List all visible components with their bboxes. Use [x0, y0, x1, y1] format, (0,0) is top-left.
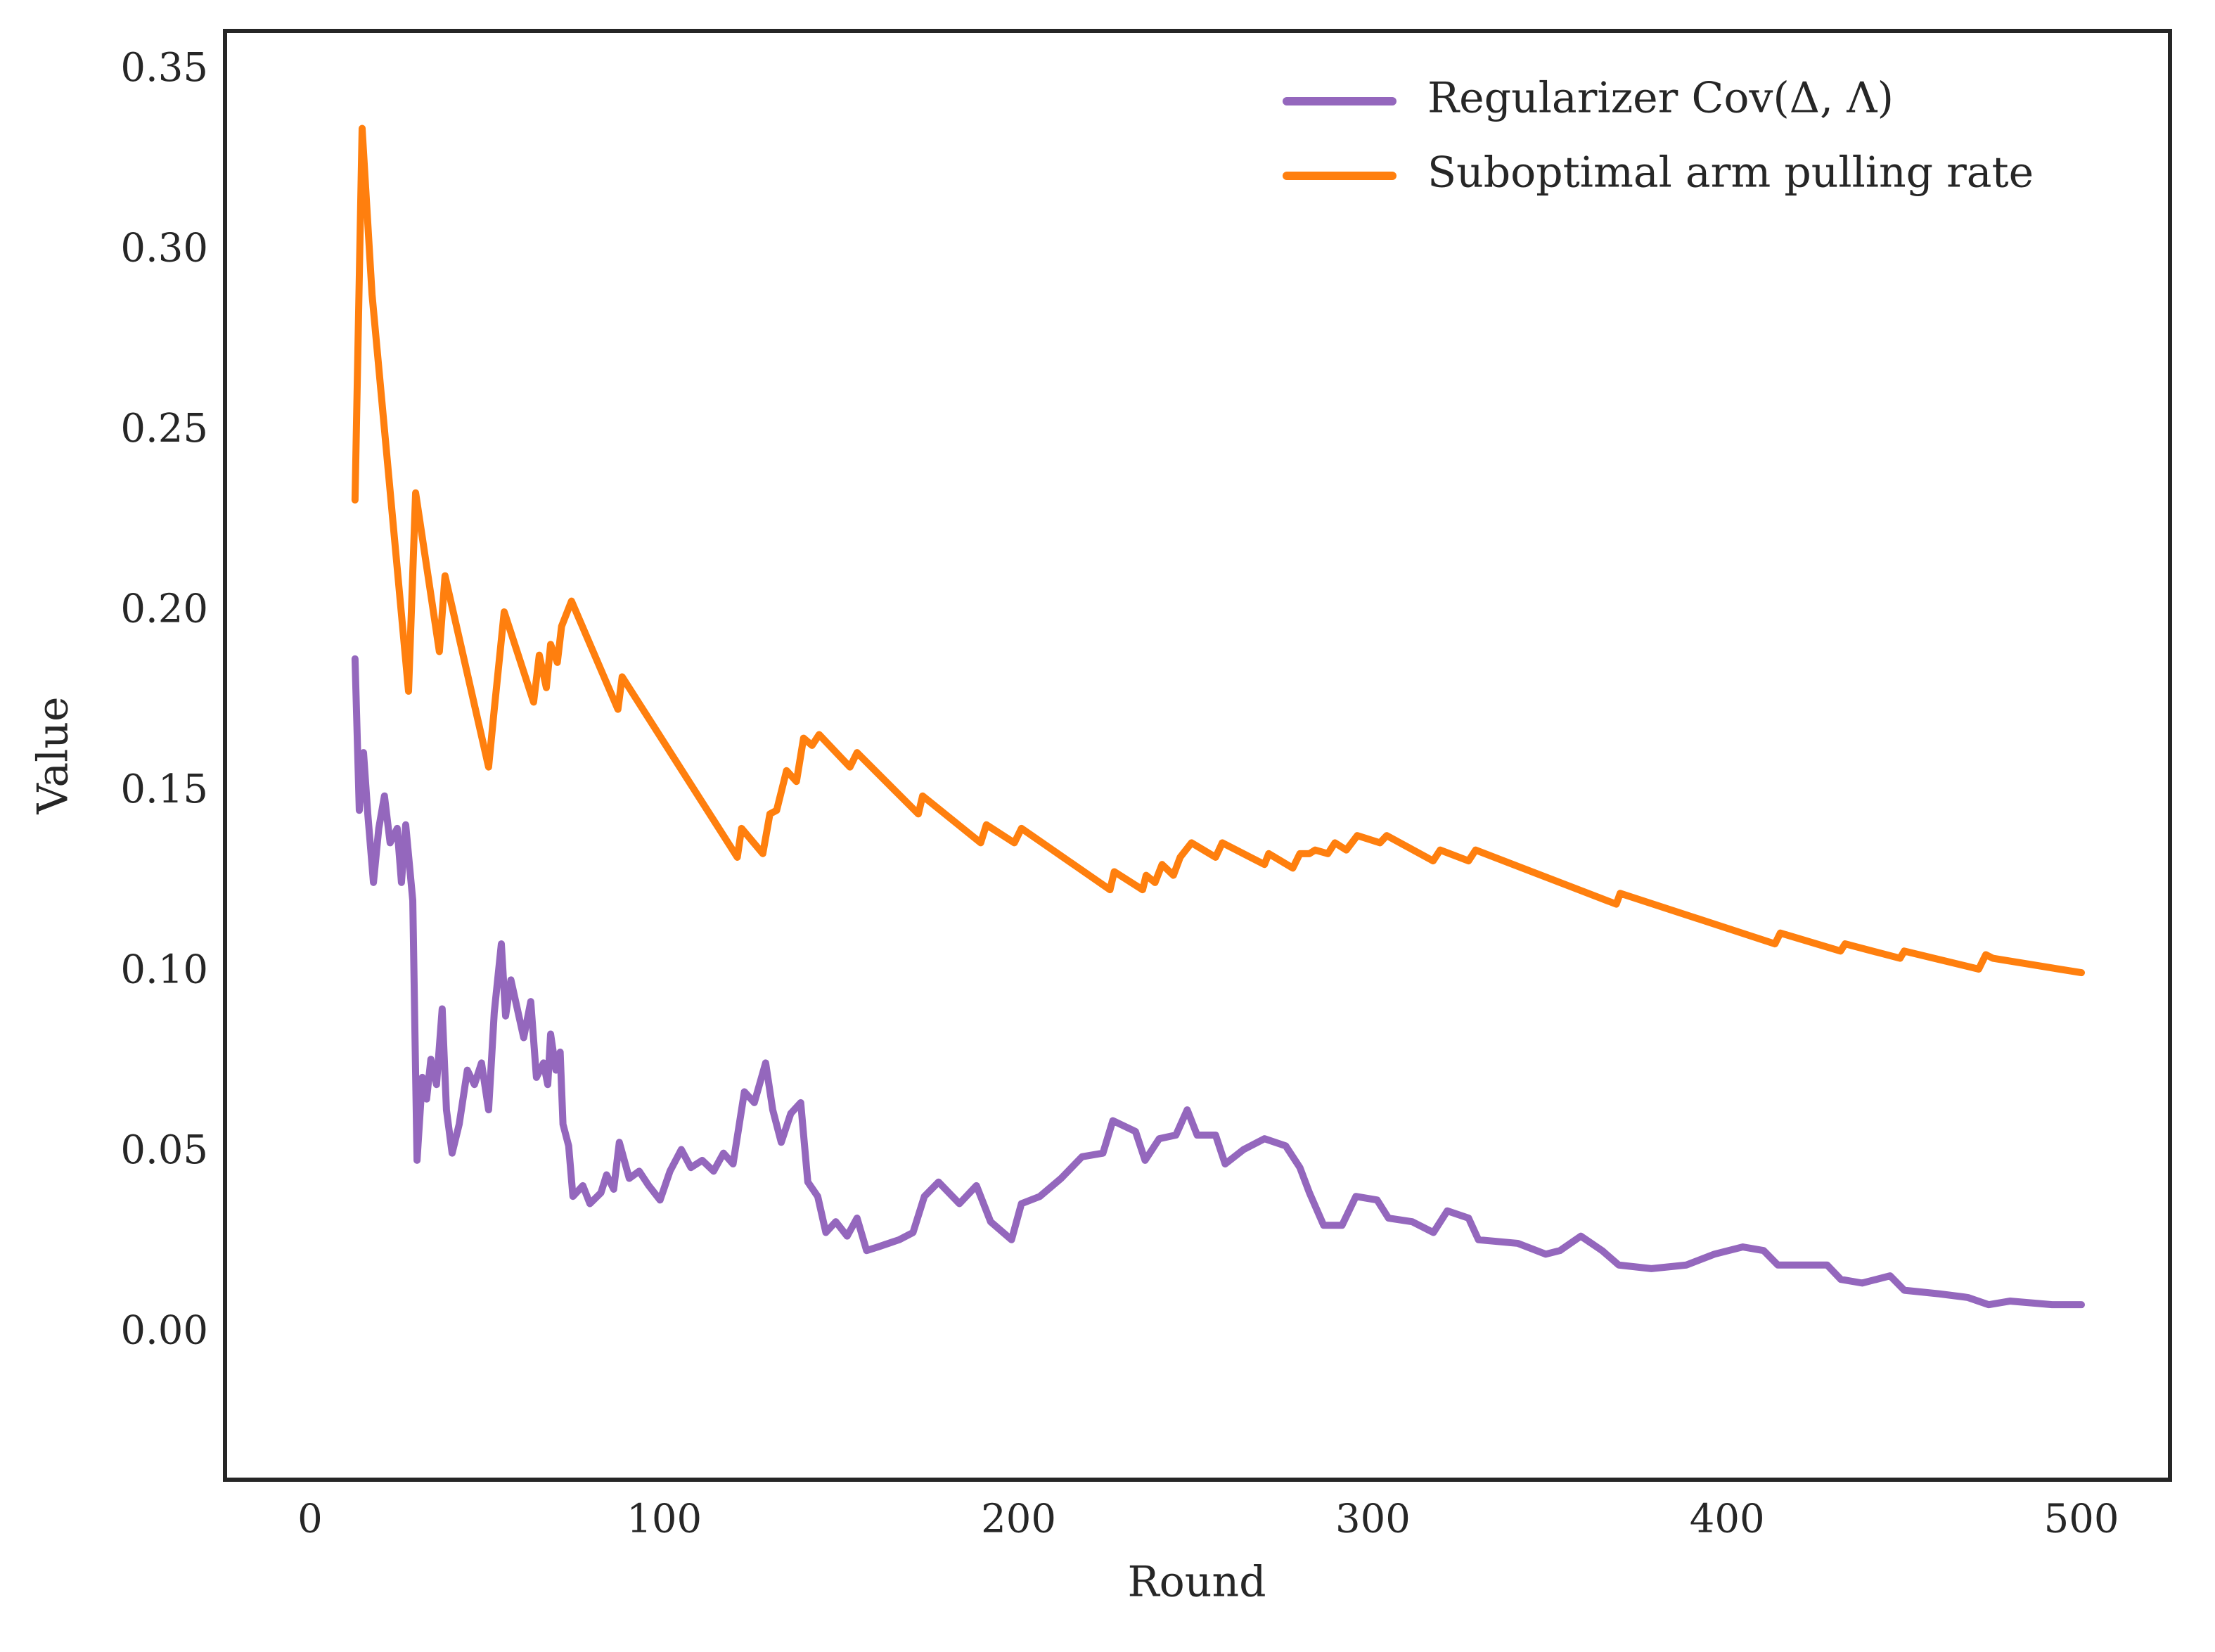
legend-label: Suboptimal arm pulling rate — [1427, 148, 2034, 198]
legend-label: Regularizer Cov(Δ, Λ) — [1427, 74, 1894, 123]
x-tick-label: 300 — [1335, 1497, 1411, 1542]
y-tick-label: 0.25 — [120, 406, 208, 452]
y-tick-label: 0.10 — [120, 947, 208, 993]
x-tick-label: 200 — [981, 1497, 1056, 1542]
x-axis-label: Round — [1128, 1558, 1266, 1607]
y-tick-label: 0.30 — [120, 225, 208, 271]
series-line — [351, 124, 2086, 977]
y-tick-label: 0.05 — [120, 1127, 208, 1173]
y-axis-label: Value — [29, 697, 78, 815]
x-tick-label: 0 — [297, 1497, 323, 1542]
y-tick-label: 0.20 — [120, 587, 208, 632]
x-tick-label: 500 — [2044, 1497, 2119, 1542]
y-tick-label: 0.15 — [120, 767, 208, 812]
x-tick-label: 400 — [1690, 1497, 1765, 1542]
y-tick-label: 0.35 — [120, 45, 208, 91]
y-tick-label: 0.00 — [120, 1308, 208, 1354]
plot-frame — [223, 29, 2172, 1482]
series-line — [351, 655, 2086, 1309]
x-tick-label: 100 — [627, 1497, 702, 1542]
